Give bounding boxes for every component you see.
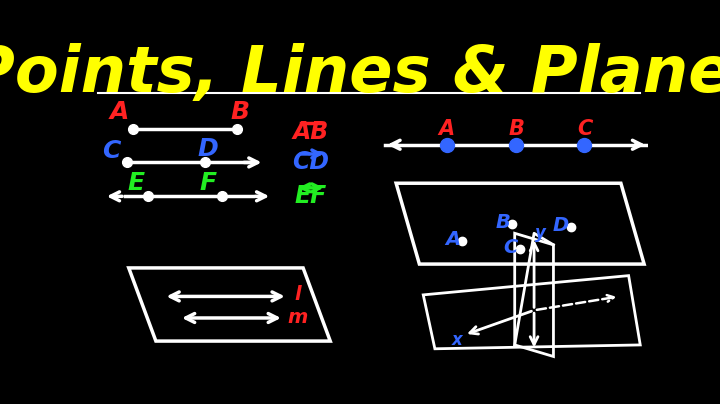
Text: C: C [504,238,518,257]
Text: Points, Lines & Planes: Points, Lines & Planes [0,43,720,105]
Text: A: A [445,230,460,249]
Text: D: D [553,216,570,235]
Text: D: D [197,137,218,160]
Text: B: B [495,213,510,232]
Text: A: A [109,100,129,124]
Text: AB: AB [293,120,329,144]
Text: C: C [577,119,592,139]
Text: F: F [199,171,217,195]
Text: m: m [287,309,308,328]
Text: EF: EF [294,184,327,208]
Text: A: A [438,119,454,139]
Text: y: y [535,224,546,242]
Text: E: E [128,171,145,195]
Text: C: C [102,139,121,163]
Text: B: B [231,100,250,124]
Text: x: x [451,330,462,349]
Text: CD: CD [292,150,329,175]
Text: l: l [294,285,301,304]
Text: B: B [508,119,524,139]
